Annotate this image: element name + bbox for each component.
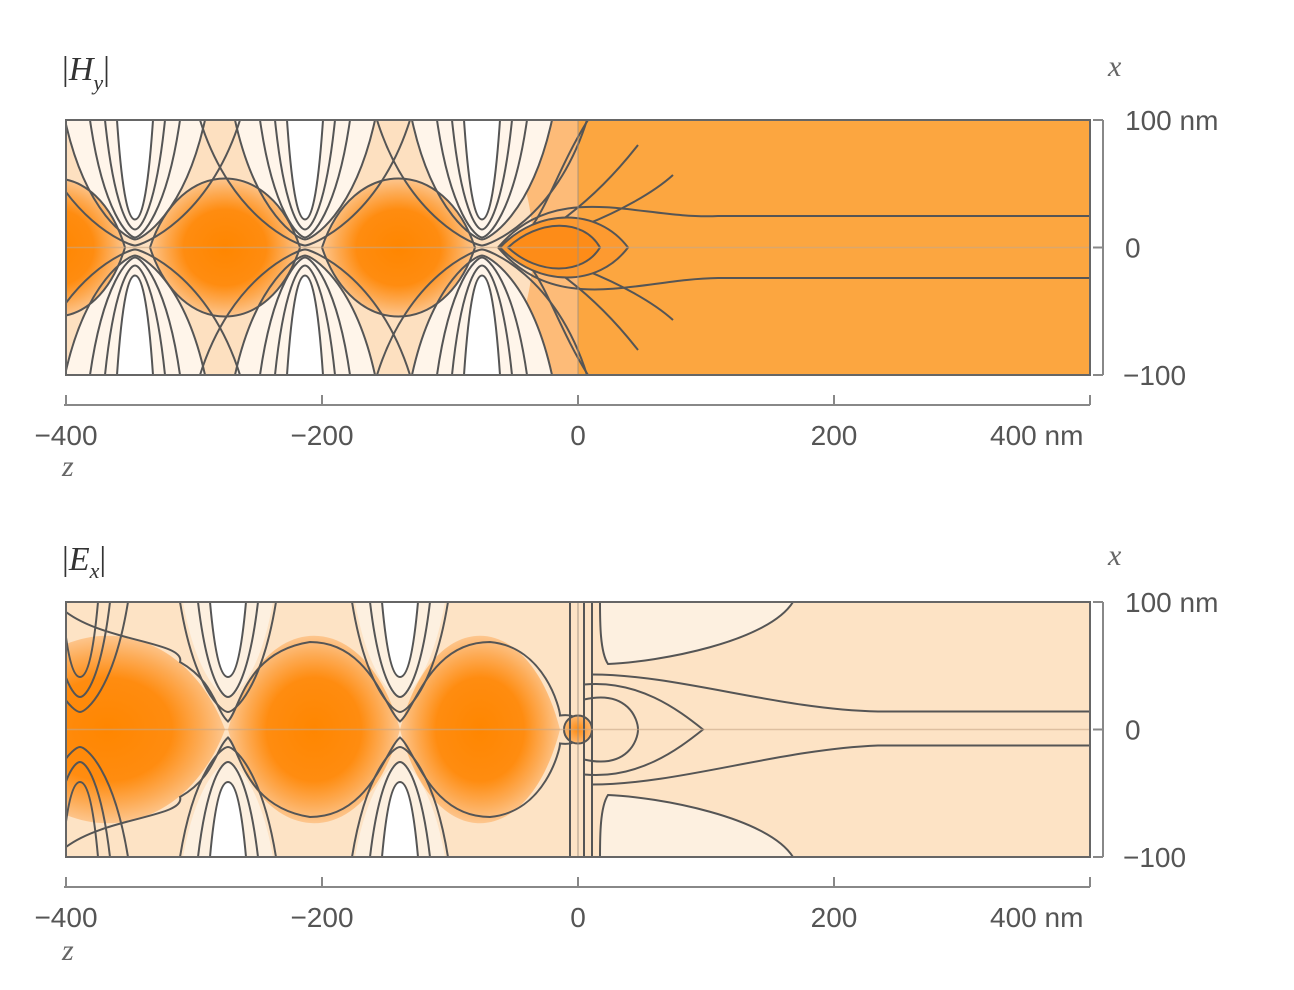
hy-title: |Hy|	[62, 51, 110, 95]
min-field-region	[287, 275, 323, 375]
contour-line	[89, 256, 181, 375]
contour-line	[591, 673, 1090, 713]
contour-line	[197, 760, 259, 857]
contour-line	[381, 602, 419, 679]
contour-line	[116, 274, 154, 375]
contour-line	[66, 254, 206, 375]
plot-frame	[65, 601, 1091, 858]
contour-line	[286, 120, 324, 221]
x-tick-label: −200	[290, 420, 353, 451]
contour-line	[591, 744, 1090, 786]
contour-line	[286, 274, 324, 375]
low-field-region	[599, 793, 795, 857]
ex-title: |Ex|	[62, 541, 106, 583]
x-tick-label: 200	[811, 420, 858, 451]
x-tick-label: 400 nm	[990, 420, 1083, 451]
ex-x-axis-label: z	[61, 934, 74, 967]
contour-line	[411, 120, 553, 241]
y-tick-label: 0	[1125, 233, 1141, 264]
contour-line	[381, 780, 419, 857]
contour-line	[234, 254, 376, 375]
contour-line	[369, 760, 431, 857]
contour-line	[104, 120, 166, 231]
y-tick-label: 100 nm	[1125, 105, 1218, 136]
contour-line	[451, 120, 513, 231]
contour-line	[104, 264, 166, 375]
contour-line	[116, 120, 154, 221]
hy-title-sub: y	[91, 70, 103, 95]
contour-line	[209, 780, 247, 857]
hy-y-axis-label: x	[1107, 50, 1122, 83]
min-field-region	[117, 275, 153, 375]
contour-line	[89, 120, 181, 239]
contour-line	[66, 745, 129, 857]
contour-line	[259, 120, 351, 239]
contour-line	[66, 611, 581, 730]
hy-x-axis-label: z	[61, 450, 74, 483]
contour-line	[411, 254, 553, 375]
contour-line	[234, 120, 376, 241]
y-tick-label: 0	[1125, 715, 1141, 746]
contour-line	[369, 602, 431, 699]
contour-line	[197, 602, 259, 699]
min-field-region	[117, 120, 153, 220]
ex-title-sub: x	[89, 558, 100, 583]
contour-line	[66, 602, 111, 699]
plot-area	[66, 120, 1090, 375]
x-tick-label: −400	[34, 902, 97, 933]
plot-frame	[65, 119, 1091, 376]
contour-line	[497, 205, 1090, 249]
y-tick-label: −100	[1123, 842, 1186, 873]
plot-area	[66, 602, 1090, 857]
min-field-region	[382, 782, 418, 857]
x-tick-label: −200	[290, 902, 353, 933]
x-tick-label: 400 nm	[990, 902, 1083, 933]
min-field-region	[210, 602, 246, 677]
ex-title-main: E	[68, 541, 90, 578]
contour-line	[179, 602, 277, 714]
hy-panel: −400 −200 0 200 400 nm 100 nm 0 −100	[34, 105, 1218, 451]
contour-line	[66, 760, 111, 857]
contour-line	[351, 602, 449, 714]
contour-line	[463, 120, 501, 221]
min-field-region	[210, 782, 246, 857]
min-field-region	[464, 275, 500, 375]
contour-line	[274, 120, 336, 231]
contour-line	[199, 248, 411, 375]
contour-line	[66, 120, 206, 241]
contour-line	[66, 602, 129, 714]
contour-line	[66, 729, 581, 848]
x-tick-label: −400	[34, 420, 97, 451]
contour-line	[351, 745, 449, 857]
contour-line	[179, 745, 277, 857]
contour-line	[274, 264, 336, 375]
y-tick-label: 100 nm	[1125, 587, 1218, 618]
hy-title-main: H	[68, 51, 96, 88]
contour-line	[209, 602, 247, 679]
x-tick-label: 200	[811, 902, 858, 933]
ex-panel: −400 −200 0 200 400 nm 100 nm 0 −100	[34, 587, 1218, 933]
contour-line	[463, 274, 501, 375]
low-field-region	[599, 602, 795, 666]
ex-y-axis-label: x	[1107, 539, 1122, 572]
contour-line	[451, 264, 513, 375]
contour-line	[497, 246, 1090, 291]
contour-line	[259, 256, 351, 375]
y-tick-label: −100	[1123, 360, 1186, 391]
contour-line	[436, 120, 528, 239]
min-field-region	[287, 120, 323, 220]
x-tick-label: 0	[570, 420, 586, 451]
contour-line	[66, 602, 99, 679]
x-tick-label: 0	[570, 902, 586, 933]
contour-line	[199, 120, 411, 247]
contour-line	[436, 256, 528, 375]
min-field-region	[464, 120, 500, 220]
contour-line	[66, 780, 99, 857]
min-field-region	[382, 602, 418, 677]
